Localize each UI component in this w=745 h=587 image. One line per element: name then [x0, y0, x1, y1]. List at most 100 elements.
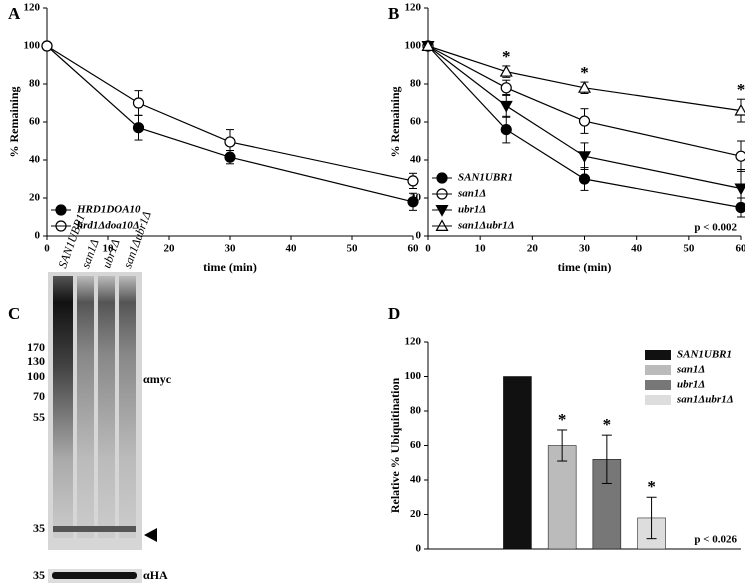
bar	[592, 459, 622, 550]
point	[734, 183, 745, 196]
x-tick-label: 20	[164, 243, 176, 255]
point	[407, 175, 419, 187]
series-line	[427, 45, 742, 209]
annotation: *	[502, 47, 511, 66]
point	[224, 136, 236, 148]
point	[499, 64, 513, 77]
y-tick-label: 40	[410, 154, 422, 166]
y-tick-label: 20	[410, 508, 422, 520]
y-tick-label: 0	[35, 230, 41, 242]
point	[578, 115, 591, 127]
annotation: *	[737, 80, 745, 99]
bar	[503, 376, 532, 550]
blot-image	[48, 272, 157, 583]
y-tick-label: 100	[24, 40, 41, 52]
panel-letter: A	[8, 4, 21, 23]
y-tick-label: 60	[410, 439, 422, 451]
y-tick-label: 60	[29, 116, 41, 128]
y-tick-label: 40	[29, 154, 41, 166]
point	[499, 100, 513, 113]
y-axis-label: % Remaining	[7, 86, 21, 157]
y-tick-label: 40	[410, 474, 422, 486]
point	[421, 39, 435, 52]
y-tick-label: 80	[29, 78, 41, 90]
annotation: *	[580, 63, 589, 82]
panel-letter: B	[388, 4, 399, 23]
legend-label: san1Δ	[457, 188, 486, 200]
x-tick-label: 50	[683, 243, 695, 255]
point	[407, 196, 419, 208]
bar	[547, 445, 577, 550]
point	[734, 103, 745, 116]
y-axis-label: Relative % Ubiquitination	[388, 378, 402, 514]
x-tick-label: 30	[579, 243, 591, 255]
y-tick-label: 100	[405, 40, 422, 52]
point	[132, 97, 145, 109]
y-axis-label: % Remaining	[388, 86, 402, 157]
y-tick-label: 120	[405, 2, 422, 14]
x-tick-label: 40	[286, 243, 298, 255]
antibody-label: αHA	[143, 568, 168, 582]
legend-swatch	[645, 350, 671, 360]
mw-marker: 130	[27, 354, 45, 368]
series-line	[427, 45, 742, 157]
legend-label: san1Δubr1Δ	[457, 220, 515, 232]
mw-marker: 70	[33, 389, 45, 403]
y-tick-label: 20	[29, 192, 41, 204]
y-tick-label: 120	[405, 336, 422, 348]
series-line	[427, 45, 742, 190]
y-tick-label: 100	[405, 370, 422, 382]
y-tick-label: 120	[24, 2, 41, 14]
error-bar	[557, 429, 568, 462]
x-tick-label: 60	[736, 243, 745, 255]
mw-marker: 100	[27, 369, 45, 383]
series-line	[427, 45, 742, 112]
point	[500, 82, 512, 94]
legend-label: SAN1UBR1	[677, 349, 732, 361]
legend-swatch	[645, 365, 671, 375]
legend-label: SAN1UBR1	[458, 172, 513, 184]
x-tick-label: 20	[527, 243, 539, 255]
x-axis-label: time (min)	[203, 260, 257, 274]
y-tick-label: 0	[416, 230, 422, 242]
legend-label: HRD1DOA10	[76, 204, 141, 216]
legend-label: hrd1Δdoa10Δ	[77, 220, 140, 232]
x-axis-label: time (min)	[558, 260, 612, 274]
point	[577, 151, 592, 163]
legend-marker	[435, 205, 449, 217]
annotation: *	[647, 477, 656, 496]
legend-label: ubr1Δ	[458, 204, 486, 216]
series-line	[46, 45, 414, 203]
point	[41, 40, 53, 52]
mw-marker: 55	[33, 410, 45, 424]
note: p < 0.026	[694, 534, 737, 546]
legend-swatch	[645, 380, 671, 390]
x-tick-label: 0	[44, 243, 50, 255]
panel-letter: D	[388, 304, 400, 323]
point	[578, 173, 591, 185]
x-tick-label: 0	[425, 243, 431, 255]
error-bar	[601, 434, 612, 484]
legend-swatch	[645, 395, 671, 405]
point	[577, 81, 592, 93]
x-tick-label: 40	[631, 243, 643, 255]
x-tick-label: 60	[408, 243, 420, 255]
antibody-label: αmyc	[143, 372, 172, 386]
y-tick-label: 80	[410, 78, 422, 90]
point	[132, 122, 145, 134]
point	[500, 124, 512, 136]
lane-label: san1Δ	[78, 237, 101, 270]
x-tick-label: 30	[225, 243, 237, 255]
error-bar	[646, 496, 657, 540]
x-tick-label: 50	[347, 243, 359, 255]
x-tick-label: 10	[103, 243, 115, 255]
y-tick-label: 80	[410, 405, 422, 417]
y-tick-label: 0	[416, 543, 422, 555]
mw-marker: 170	[27, 340, 45, 354]
x-tick-label: 10	[475, 243, 487, 255]
y-tick-label: 60	[410, 116, 422, 128]
panel-letter: C	[8, 304, 20, 323]
annotation: *	[558, 410, 567, 429]
annotation: *	[603, 415, 612, 434]
